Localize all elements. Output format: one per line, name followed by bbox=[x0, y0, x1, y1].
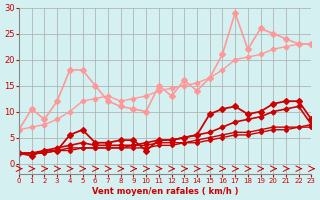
X-axis label: Vent moyen/en rafales ( km/h ): Vent moyen/en rafales ( km/h ) bbox=[92, 187, 238, 196]
